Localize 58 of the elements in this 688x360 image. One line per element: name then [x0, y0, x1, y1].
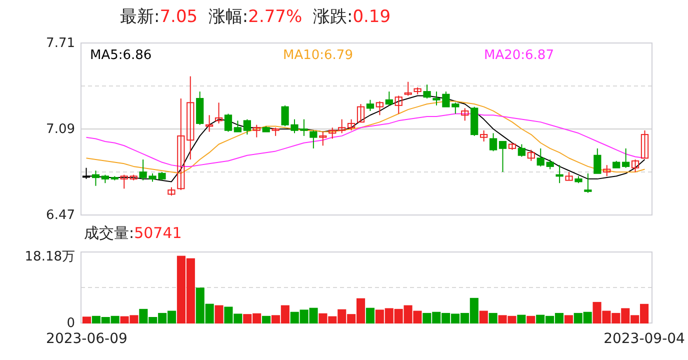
candlestick	[640, 130, 649, 159]
candlestick	[584, 172, 592, 194]
x-tick-label: 2023-09-04	[604, 330, 686, 347]
candlestick	[385, 91, 393, 106]
candlestick	[234, 120, 242, 132]
bar	[262, 316, 271, 324]
bar	[526, 316, 536, 324]
text: MA20:6.87	[484, 48, 554, 63]
candlestick	[338, 118, 346, 134]
candlestick	[631, 159, 640, 172]
bar	[366, 308, 375, 324]
candlestick	[319, 131, 327, 146]
candlestick	[310, 130, 318, 149]
bar	[479, 310, 488, 324]
y-tick-label: 0	[66, 316, 75, 332]
candlestick	[214, 102, 223, 124]
candlestick	[461, 108, 469, 122]
candlestick	[404, 81, 412, 96]
text: MA10:6.79	[283, 48, 353, 63]
candlestick	[224, 113, 232, 132]
candlestick	[603, 164, 611, 177]
candlestick	[92, 170, 100, 186]
candlestick	[186, 76, 194, 160]
y-tick-label: 7.71	[46, 36, 75, 52]
bar	[214, 305, 224, 324]
candlestick	[546, 159, 554, 170]
text: MA5:6.86	[90, 48, 152, 63]
y-tick-label: 7.09	[46, 122, 75, 138]
candlestick	[366, 99, 374, 112]
x-tick-label: 2023-06-09	[46, 330, 128, 347]
candlestick	[480, 130, 488, 142]
candlestick	[594, 148, 602, 174]
chart-title: 成交量:50741	[84, 224, 182, 242]
candlestick	[243, 118, 251, 136]
candlestick	[489, 132, 498, 152]
candlestick	[498, 140, 507, 172]
candlestick	[206, 114, 214, 132]
candlestick	[356, 104, 365, 123]
candlestick	[622, 148, 630, 168]
candlestick	[394, 95, 402, 114]
candlestick	[252, 124, 260, 138]
candlestick	[556, 164, 564, 184]
candlestick	[376, 100, 384, 116]
candlestick	[177, 98, 185, 191]
y-tick-label: 18.18万	[24, 249, 75, 264]
bar	[564, 315, 573, 324]
bar	[517, 314, 526, 324]
candlestick	[120, 174, 128, 190]
candlestick	[527, 149, 535, 162]
candlestick	[328, 127, 336, 140]
candlestick	[347, 118, 356, 131]
chart-title: 最新:7.05 涨幅:2.77% 涨跌:0.19	[120, 7, 391, 27]
bar	[82, 316, 92, 324]
candlestick	[423, 84, 431, 99]
candlestick	[536, 148, 544, 167]
candlestick	[518, 144, 526, 158]
bar	[488, 312, 498, 324]
y-tick-label: 6.47	[46, 208, 75, 224]
